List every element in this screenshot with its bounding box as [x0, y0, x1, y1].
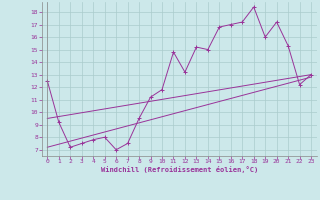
X-axis label: Windchill (Refroidissement éolien,°C): Windchill (Refroidissement éolien,°C): [100, 166, 258, 173]
